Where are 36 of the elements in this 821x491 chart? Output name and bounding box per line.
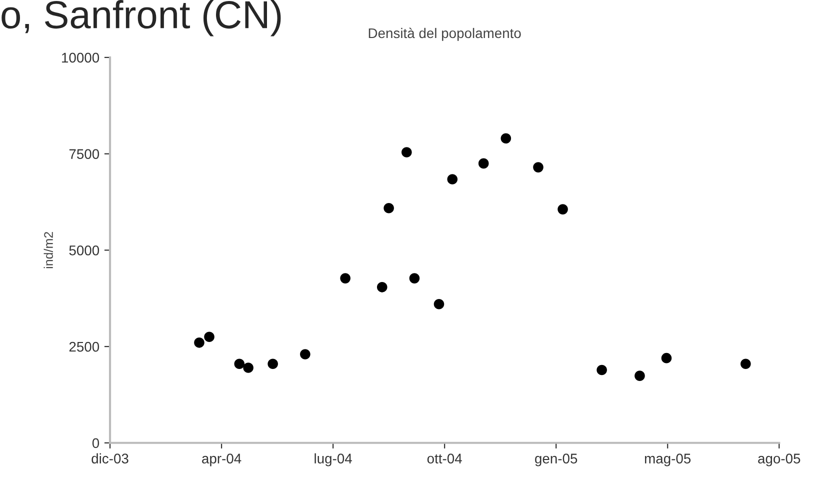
point	[500, 133, 512, 144]
point	[300, 349, 310, 360]
point	[447, 174, 458, 184]
point	[268, 358, 278, 370]
point	[376, 282, 388, 292]
y-tick-label: 10000	[62, 52, 100, 63]
point	[384, 203, 394, 214]
x-tick-label: apr-04	[202, 454, 242, 466]
y-axis-title: ind/m2	[44, 232, 53, 268]
point	[740, 358, 751, 370]
point	[234, 358, 245, 370]
point	[402, 147, 412, 158]
point	[434, 298, 444, 310]
point	[634, 370, 645, 381]
x-tick-label: ago-05	[758, 454, 800, 466]
point	[596, 364, 607, 376]
x-tick-label: dic-03	[92, 453, 128, 464]
point	[204, 332, 214, 342]
point	[478, 158, 489, 169]
y-tick-label: 0	[92, 438, 100, 448]
point	[194, 338, 204, 348]
point	[243, 362, 254, 373]
y-tick-label: 2500	[69, 342, 100, 352]
y-tick-label: 7500	[69, 149, 100, 159]
x-tick-label: gen-05	[535, 454, 578, 466]
point	[409, 273, 420, 284]
x-tick-label: mag-05	[644, 454, 691, 466]
x-tick-label: ott-04	[427, 454, 462, 464]
point	[340, 273, 350, 284]
text: o, Sanfront (CN)	[2, 0, 281, 36]
chart-title: Densità del popolamento	[368, 28, 521, 41]
y-tick-label: 5000	[69, 246, 100, 256]
point	[558, 204, 568, 214]
point	[533, 162, 544, 172]
point	[661, 352, 672, 364]
x-tick-label: lug-04	[314, 453, 352, 466]
